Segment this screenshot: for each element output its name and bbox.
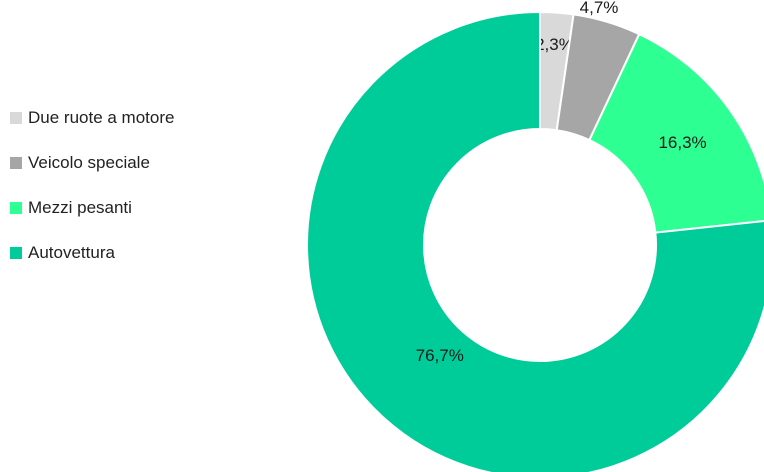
donut-slice-3 [588, 32, 764, 234]
legend-item-mezzi-pesanti: Mezzi pesanti [10, 198, 174, 218]
legend-swatch [10, 247, 22, 259]
legend-label: Due ruote a motore [28, 108, 175, 127]
legend-swatch [10, 112, 22, 124]
legend-item-due-ruote: Due ruote a motore [10, 108, 174, 128]
data-label-4: 76,7% [416, 346, 464, 365]
donut-slice-4 [306, 10, 764, 472]
legend-swatch [10, 157, 22, 169]
legend: Due ruote a motore Veicolo speciale Mezz… [10, 108, 174, 288]
data-label-1: 2,3% [535, 35, 574, 54]
legend-label: Autovettura [28, 243, 115, 262]
legend-swatch [10, 202, 22, 214]
data-label-3: 16,3% [658, 133, 706, 152]
legend-item-veicolo-speciale: Veicolo speciale [10, 153, 174, 173]
legend-label: Veicolo speciale [28, 153, 150, 172]
data-label-2: 4,7% [580, 0, 619, 17]
legend-label: Mezzi pesanti [28, 198, 132, 217]
legend-item-autovettura: Autovettura [10, 243, 174, 263]
